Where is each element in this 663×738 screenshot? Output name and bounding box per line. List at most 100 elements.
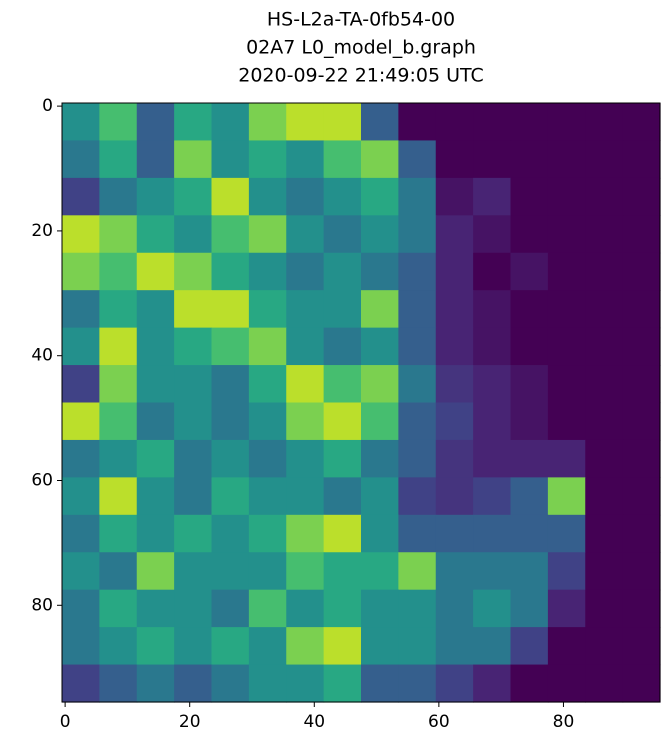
heatmap-cell <box>62 477 100 516</box>
heatmap-cell <box>62 327 100 366</box>
heatmap-cell <box>323 252 362 291</box>
heatmap-cell <box>211 589 250 628</box>
heatmap-cell <box>323 177 362 216</box>
heatmap-cell <box>622 177 661 216</box>
heatmap-cell <box>286 627 325 666</box>
heatmap-cell <box>473 664 512 703</box>
heatmap-cell <box>174 627 213 666</box>
heatmap-cell <box>211 477 250 516</box>
heatmap-cell <box>286 215 325 254</box>
heatmap-cell <box>323 627 362 666</box>
heatmap-cell <box>323 140 362 179</box>
heatmap-cell <box>435 290 474 329</box>
heatmap-cell <box>99 514 138 553</box>
heatmap-cell <box>174 327 213 366</box>
heatmap-cell <box>398 290 437 329</box>
heatmap-cell <box>435 252 474 291</box>
heatmap-cell <box>622 439 661 478</box>
heatmap-cell <box>585 589 624 628</box>
heatmap-cell <box>510 327 549 366</box>
heatmap-cell <box>62 365 100 404</box>
heatmap-cell <box>435 627 474 666</box>
heatmap-cell <box>323 439 362 478</box>
y-tick-label: 20 <box>31 221 53 241</box>
heatmap-cell <box>211 215 250 254</box>
heatmap-cell <box>547 514 586 553</box>
heatmap-cell <box>473 627 512 666</box>
heatmap-cell <box>99 365 138 404</box>
heatmap-cell <box>361 177 399 216</box>
heatmap-cell <box>248 514 287 553</box>
heatmap-cell <box>62 627 100 666</box>
heatmap-cell <box>174 290 213 329</box>
heatmap-cell <box>99 664 138 703</box>
heatmap-cell <box>510 252 549 291</box>
heatmap-cell <box>547 664 586 703</box>
heatmap-cell <box>473 514 512 553</box>
heatmap-cell <box>211 177 250 216</box>
heatmap-cell <box>211 439 250 478</box>
heatmap-cell <box>99 140 138 179</box>
heatmap-cell <box>62 103 100 142</box>
heatmap-cell <box>361 252 399 291</box>
chart-title: 02A7 L0_model_b.graph <box>246 37 476 59</box>
heatmap-cell <box>585 514 624 553</box>
heatmap-cell <box>473 290 512 329</box>
heatmap-cell <box>323 514 362 553</box>
heatmap-cell <box>136 327 175 366</box>
heatmap-cell <box>99 215 138 254</box>
heatmap-cell <box>473 327 512 366</box>
heatmap-cell <box>323 290 362 329</box>
heatmap-cell <box>174 365 213 404</box>
heatmap-cell <box>211 514 250 553</box>
heatmap-cell <box>174 477 213 516</box>
heatmap-cell <box>622 627 661 666</box>
heatmap-cell <box>473 365 512 404</box>
y-tick-label: 60 <box>31 470 53 490</box>
heatmap-cell <box>62 215 100 254</box>
heatmap-cell <box>547 365 586 404</box>
heatmap-cell <box>211 140 250 179</box>
heatmap-cell <box>585 402 624 441</box>
heatmap-cell <box>99 439 138 478</box>
heatmap-cell <box>398 514 437 553</box>
heatmap-cell <box>547 103 586 142</box>
heatmap-cell <box>361 439 399 478</box>
heatmap-cell <box>510 514 549 553</box>
heatmap-cell <box>174 252 213 291</box>
heatmap-cell <box>622 664 661 703</box>
heatmap-cell <box>547 439 586 478</box>
heatmap-cell <box>473 552 512 591</box>
heatmap-cell <box>136 365 175 404</box>
heatmap-cell <box>99 327 138 366</box>
heatmap-cell <box>248 627 287 666</box>
heatmap-cell <box>622 140 661 179</box>
heatmap-cell <box>510 627 549 666</box>
heatmap-cell <box>286 140 325 179</box>
heatmap-cell <box>248 664 287 703</box>
heatmap-cell <box>585 252 624 291</box>
heatmap-cell <box>398 140 437 179</box>
heatmap-cell <box>99 627 138 666</box>
heatmap-cell <box>398 365 437 404</box>
heatmap-cell <box>286 402 325 441</box>
heatmap-cell <box>174 514 213 553</box>
heatmap-cell <box>99 290 138 329</box>
y-tick-label: 80 <box>31 595 53 615</box>
heatmap-cell <box>435 439 474 478</box>
x-tick-label: 60 <box>428 712 450 732</box>
heatmap-cell <box>323 477 362 516</box>
heatmap-cell <box>547 215 586 254</box>
heatmap-cell <box>211 627 250 666</box>
heatmap-cell <box>62 664 100 703</box>
heatmap-cell <box>99 103 138 142</box>
heatmap-cell <box>398 327 437 366</box>
heatmap-cell <box>361 664 399 703</box>
heatmap-cell <box>547 327 586 366</box>
heatmap-cell <box>62 402 100 441</box>
heatmap-cell <box>286 177 325 216</box>
heatmap-cell <box>136 552 175 591</box>
heatmap-cell <box>473 215 512 254</box>
heatmap-cell <box>585 664 624 703</box>
heatmap-cell <box>585 477 624 516</box>
